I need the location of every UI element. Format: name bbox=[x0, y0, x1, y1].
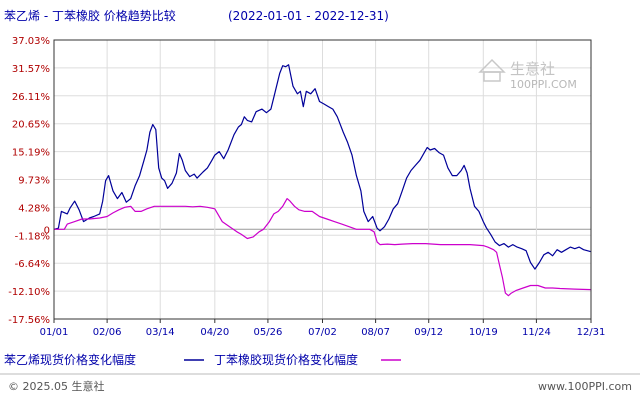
y-tick-label: 20.65% bbox=[12, 120, 50, 131]
x-tick-label: 11/24 bbox=[522, 327, 551, 338]
y-tick-label: -6.64% bbox=[15, 259, 50, 270]
watermark-url: 100PPI.COM bbox=[510, 78, 577, 91]
plot-frame bbox=[53, 39, 592, 320]
watermark-brand: 生意社 bbox=[510, 60, 555, 78]
y-tick-label: 26.11% bbox=[12, 92, 50, 103]
y-tick-label: 31.57% bbox=[12, 64, 50, 75]
y-tick-label: 9.73% bbox=[18, 176, 50, 187]
watermark: 生意社 100PPI.COM bbox=[478, 58, 577, 91]
x-tick-label: 04/20 bbox=[200, 327, 229, 338]
x-tick-label: 08/07 bbox=[361, 327, 390, 338]
x-tick-label: 05/26 bbox=[254, 327, 283, 338]
y-tick-label: 4.28% bbox=[18, 203, 50, 214]
footer-copyright: © 2025.05 生意社 bbox=[8, 379, 104, 393]
footer-website: www.100PPI.com bbox=[538, 380, 632, 393]
legend: 苯乙烯现货价格变化幅度 丁苯橡胶现货价格变化幅度 bbox=[4, 352, 401, 367]
series-line-styrene bbox=[53, 64, 592, 270]
y-tick-label: -12.10% bbox=[8, 287, 50, 298]
series-line-sbr bbox=[54, 198, 592, 297]
legend-label-sbr: 丁苯橡胶现货价格变化幅度 bbox=[214, 352, 358, 367]
chart-date-range: (2022-01-01 - 2022-12-31) bbox=[228, 9, 389, 23]
watermark-house-body-icon bbox=[483, 71, 501, 82]
legend-label-styrene: 苯乙烯现货价格变化幅度 bbox=[4, 352, 136, 367]
y-tick-label: -1.18% bbox=[15, 231, 50, 242]
zero-label: 0 bbox=[44, 225, 50, 236]
x-tick-label: 02/06 bbox=[93, 327, 122, 338]
chart-title: 苯乙烯 - 丁苯橡胶 价格趋势比较 bbox=[4, 8, 176, 23]
x-tick-label: 07/02 bbox=[308, 327, 337, 338]
y-tick-label: 15.19% bbox=[12, 148, 50, 159]
x-tick-label: 09/12 bbox=[414, 327, 443, 338]
y-axis-ticks: 37.03% 31.57% 26.11% 20.65% 15.19% 9.73% 4.28%… bbox=[8, 36, 50, 326]
x-tick-label: 03/14 bbox=[146, 327, 175, 338]
x-tick-label: 01/01 bbox=[40, 327, 69, 338]
x-tick-label: 10/19 bbox=[469, 327, 498, 338]
x-tick-label: 12/31 bbox=[577, 327, 606, 338]
y-tick-label: -17.56% bbox=[8, 315, 50, 326]
y-tick-label: 37.03% bbox=[12, 36, 50, 47]
series-lines bbox=[53, 64, 592, 297]
x-axis-ticks: 01/01 02/06 03/14 04/20 05/26 07/02 08/07 09/12… bbox=[40, 319, 606, 338]
